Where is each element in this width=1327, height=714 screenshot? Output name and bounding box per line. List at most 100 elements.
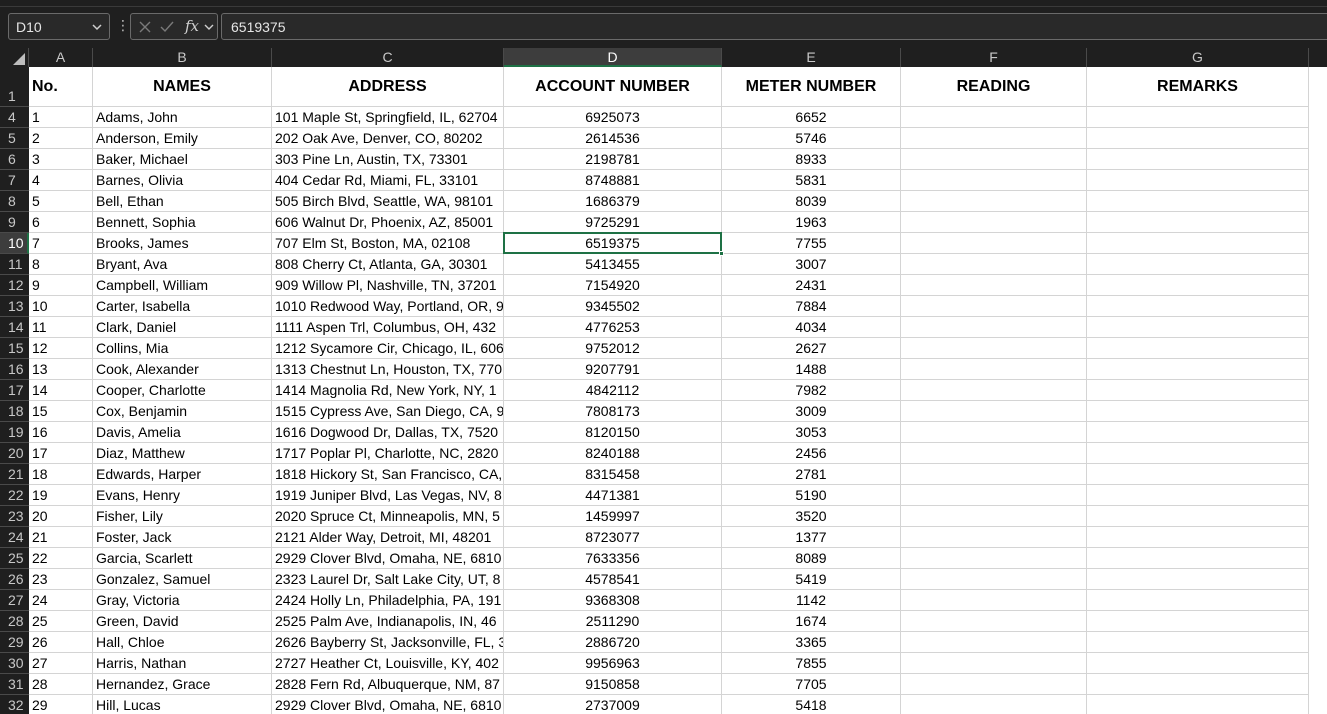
cell-c[interactable]: 303 Pine Ln, Austin, TX, 73301 [272,149,504,170]
cell-e[interactable]: 2781 [722,464,901,485]
cell-f[interactable] [901,212,1087,233]
cell-f[interactable] [901,422,1087,443]
cell-f[interactable] [901,569,1087,590]
cell-c[interactable]: 1818 Hickory St, San Francisco, CA, [272,464,504,485]
cell-g[interactable] [1087,233,1309,254]
cell-d[interactable]: 8748881 [504,170,722,191]
formula-input[interactable]: 6519375 [221,13,1327,40]
insert-function-button[interactable]: fx [185,17,200,35]
column-header-a[interactable]: A [29,48,93,67]
cell-g[interactable] [1087,275,1309,296]
cell-g[interactable] [1087,338,1309,359]
cell-b[interactable]: Foster, Jack [93,527,272,548]
cell-e[interactable]: 1674 [722,611,901,632]
cell-d[interactable]: 9345502 [504,296,722,317]
cell-e[interactable]: 7855 [722,653,901,674]
row-header[interactable]: 22 [0,485,29,506]
cell-e[interactable]: 5418 [722,695,901,714]
cell-e[interactable]: 7884 [722,296,901,317]
cell-b[interactable]: Harris, Nathan [93,653,272,674]
chevron-down-icon[interactable] [90,20,104,34]
cell-f[interactable] [901,695,1087,714]
cell-b[interactable]: Hall, Chloe [93,632,272,653]
row-header[interactable]: 17 [0,380,29,401]
cell-g[interactable] [1087,107,1309,128]
cell-f[interactable] [901,170,1087,191]
cell-c[interactable]: 2626 Bayberry St, Jacksonville, FL, 3 [272,632,504,653]
cell-b[interactable]: Cooper, Charlotte [93,380,272,401]
cell-b[interactable]: Cook, Alexander [93,359,272,380]
column-header-d[interactable]: D [504,48,722,67]
cell-b[interactable]: Hernandez, Grace [93,674,272,695]
cell-d[interactable]: 4776253 [504,317,722,338]
cell-a[interactable]: 28 [29,674,93,695]
cell-g[interactable] [1087,380,1309,401]
cell-a[interactable]: 10 [29,296,93,317]
cell-d[interactable]: 2198781 [504,149,722,170]
row-header[interactable]: 21 [0,464,29,485]
cell-e[interactable]: 5746 [722,128,901,149]
header-cell[interactable]: REMARKS [1087,67,1309,107]
row-header[interactable]: 6 [0,149,29,170]
enter-check-icon[interactable] [159,19,175,35]
cell-g[interactable] [1087,548,1309,569]
row-header[interactable]: 9 [0,212,29,233]
cell-a[interactable]: 17 [29,443,93,464]
cell-f[interactable] [901,254,1087,275]
cell-d[interactable]: 1686379 [504,191,722,212]
cell-c[interactable]: 2121 Alder Way, Detroit, MI, 48201 [272,527,504,548]
cell-g[interactable] [1087,359,1309,380]
cell-f[interactable] [901,653,1087,674]
cell-b[interactable]: Brooks, James [93,233,272,254]
cell-b[interactable]: Evans, Henry [93,485,272,506]
cell-g[interactable] [1087,569,1309,590]
row-header[interactable]: 16 [0,359,29,380]
row-header[interactable]: 24 [0,527,29,548]
cell-g[interactable] [1087,590,1309,611]
cell-d[interactable]: 2737009 [504,695,722,714]
cell-c[interactable]: 101 Maple St, Springfield, IL, 62704 [272,107,504,128]
row-header[interactable]: 8 [0,191,29,212]
cell-g[interactable] [1087,191,1309,212]
cell-d[interactable]: 8723077 [504,527,722,548]
cell-f[interactable] [901,401,1087,422]
cell-d[interactable]: 8120150 [504,422,722,443]
cell-c[interactable]: 2525 Palm Ave, Indianapolis, IN, 46 [272,611,504,632]
cell-b[interactable]: Bennett, Sophia [93,212,272,233]
row-header[interactable]: 15 [0,338,29,359]
column-header-g[interactable]: G [1087,48,1309,67]
cell-d[interactable]: 9725291 [504,212,722,233]
row-header[interactable]: 26 [0,569,29,590]
cell-d[interactable]: 7154920 [504,275,722,296]
cell-b[interactable]: Fisher, Lily [93,506,272,527]
cell-e[interactable]: 8933 [722,149,901,170]
cell-a[interactable]: 7 [29,233,93,254]
cell-c[interactable]: 505 Birch Blvd, Seattle, WA, 98101 [272,191,504,212]
cell-a[interactable]: 26 [29,632,93,653]
cell-c[interactable]: 1616 Dogwood Dr, Dallas, TX, 7520 [272,422,504,443]
row-header[interactable]: 10 [0,233,29,254]
cell-a[interactable]: 19 [29,485,93,506]
cell-g[interactable] [1087,296,1309,317]
cell-g[interactable] [1087,317,1309,338]
cell-e[interactable]: 3009 [722,401,901,422]
cell-b[interactable]: Gray, Victoria [93,590,272,611]
row-header[interactable]: 5 [0,128,29,149]
cell-b[interactable]: Garcia, Scarlett [93,548,272,569]
cell-e[interactable]: 1142 [722,590,901,611]
row-header[interactable]: 12 [0,275,29,296]
row-header[interactable]: 29 [0,632,29,653]
cell-b[interactable]: Gonzalez, Samuel [93,569,272,590]
column-header-b[interactable]: B [93,48,272,67]
cell-a[interactable]: 13 [29,359,93,380]
cell-a[interactable]: 2 [29,128,93,149]
cell-d[interactable]: 4842112 [504,380,722,401]
cell-g[interactable] [1087,443,1309,464]
cell-b[interactable]: Clark, Daniel [93,317,272,338]
row-header[interactable]: 25 [0,548,29,569]
cell-b[interactable]: Barnes, Olivia [93,170,272,191]
cell-e[interactable]: 2627 [722,338,901,359]
cell-e[interactable]: 3053 [722,422,901,443]
column-header-c[interactable]: C [272,48,504,67]
cell-g[interactable] [1087,695,1309,714]
